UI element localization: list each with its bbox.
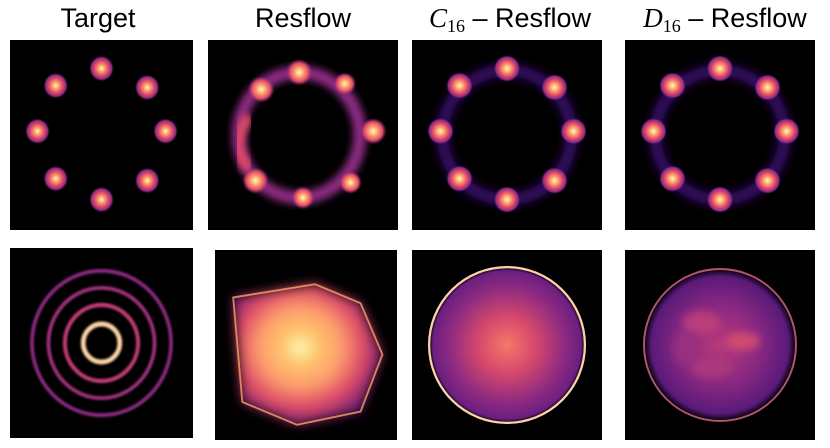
density-plot xyxy=(643,268,797,422)
density-plot xyxy=(427,55,587,213)
panel-resflow-8gauss xyxy=(208,40,398,230)
concentric-rings xyxy=(30,268,173,418)
mottled-texture xyxy=(672,310,760,378)
density-plot xyxy=(24,55,179,213)
rim xyxy=(643,268,797,422)
math-subscript: 16 xyxy=(446,16,465,36)
column-title-target: Target xyxy=(18,0,178,40)
left-smear xyxy=(232,112,255,174)
panel-c16-rings xyxy=(412,250,602,440)
column-title-text: Target xyxy=(60,3,136,33)
density-plot xyxy=(640,55,800,213)
density-modes xyxy=(242,59,387,210)
collapsed-mass xyxy=(233,284,383,425)
density-plot xyxy=(231,59,387,210)
column-title-d16-resflow: D16 – Resflow xyxy=(620,0,830,40)
math-subscript: 16 xyxy=(662,16,681,36)
panel-target-8gauss xyxy=(10,40,193,230)
density-disk xyxy=(429,267,585,423)
column-title-text: Resflow xyxy=(254,3,352,33)
density-plot xyxy=(30,268,173,418)
gaussian-blobs xyxy=(24,55,179,213)
density-plot xyxy=(232,283,384,426)
panel-d16-rings xyxy=(625,250,815,440)
panel-c16-8gauss xyxy=(412,40,602,230)
column-title-resflow: Resflow xyxy=(208,0,398,40)
density-plot xyxy=(427,265,587,425)
math-variable-c: C xyxy=(428,3,447,33)
column-title-text: – Resflow xyxy=(464,3,592,33)
density-modes xyxy=(640,55,800,213)
column-title-c16-resflow: C16 – Resflow xyxy=(405,0,615,40)
density-modes xyxy=(427,55,587,213)
density-disk xyxy=(644,269,796,421)
panel-resflow-rings xyxy=(215,250,397,440)
panel-d16-8gauss xyxy=(625,40,815,230)
panel-target-rings xyxy=(10,248,193,438)
math-variable-d: D xyxy=(643,3,663,33)
edge-outline xyxy=(232,283,384,426)
bright-rim xyxy=(427,265,587,425)
column-title-text: – Resflow xyxy=(680,3,807,33)
